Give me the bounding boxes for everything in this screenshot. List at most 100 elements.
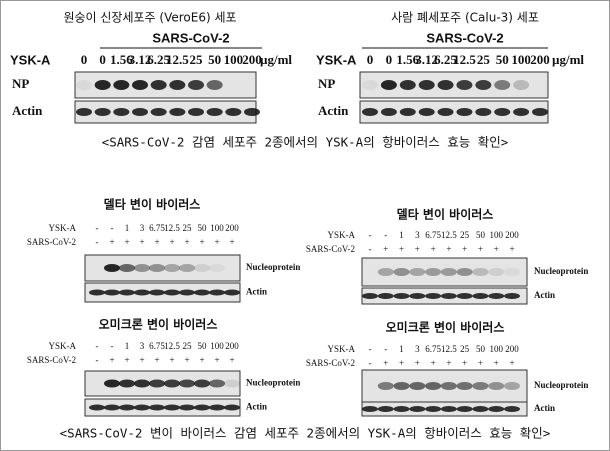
row-label: YSK-A: [48, 341, 76, 351]
dose-label: 12.5: [453, 52, 476, 67]
unit-label: µg/ml: [260, 52, 292, 67]
band: [504, 406, 520, 412]
band: [380, 80, 397, 90]
band: [169, 108, 186, 116]
band: [134, 264, 150, 272]
lane-label: +: [399, 358, 404, 368]
band: [194, 404, 210, 411]
band: [194, 264, 210, 272]
band: [532, 108, 548, 116]
lane-label: 25: [460, 344, 470, 354]
band: [169, 80, 186, 90]
blot-label: NP: [318, 76, 335, 91]
band: [437, 108, 454, 116]
band: [134, 289, 150, 296]
dose-label: 6.25: [434, 52, 457, 67]
band: [206, 80, 223, 90]
lane-label: -: [384, 344, 387, 354]
lane-label: 12.5: [441, 344, 457, 354]
treatment-label: YSK-A: [10, 52, 51, 67]
band: [425, 382, 442, 390]
blot-label: NP: [12, 76, 29, 91]
panel-title: 델타 변이 바이러스: [397, 207, 494, 222]
band: [472, 406, 489, 412]
band: [104, 289, 120, 296]
band: [104, 264, 120, 272]
row-label: SARS-CoV-2: [306, 358, 355, 368]
blot-label: Actin: [318, 103, 349, 118]
lane-label: -: [96, 355, 99, 365]
lane-label: +: [214, 237, 219, 247]
band: [409, 268, 426, 276]
blot-label: Actin: [246, 402, 267, 412]
band: [149, 289, 165, 296]
caption: <SARS-CoV-2 감염 세포주 2종에서의 YSK-A의 항바이러스 효능…: [102, 135, 509, 150]
lane-label: 50: [198, 223, 208, 233]
band: [150, 108, 167, 116]
band: [150, 80, 167, 90]
band: [209, 404, 225, 411]
caption: <SARS-CoV-2 변이 바이러스 감염 세포주 2종에서의 YSK-A의 …: [60, 426, 551, 441]
band: [456, 80, 473, 90]
band: [164, 404, 180, 411]
lane-label: +: [214, 355, 219, 365]
band: [209, 379, 225, 388]
blot-label: Nucleoprotein: [534, 380, 588, 390]
band: [209, 289, 225, 296]
lane-label: 3: [140, 341, 145, 351]
band: [164, 289, 180, 296]
band: [488, 382, 505, 390]
band: [377, 268, 394, 276]
lane-label: +: [124, 355, 129, 365]
band: [494, 108, 511, 116]
lane-label: +: [431, 358, 436, 368]
band: [472, 382, 489, 390]
band: [89, 404, 105, 411]
lane-label: -: [96, 341, 99, 351]
band: [425, 268, 442, 276]
lane-label: -: [111, 341, 114, 351]
band: [393, 293, 410, 299]
band: [377, 293, 394, 299]
dose-label: 50: [208, 52, 221, 67]
lane-label: -: [111, 223, 114, 233]
band: [362, 108, 378, 116]
lane-label: 6.75: [425, 230, 441, 240]
band: [94, 108, 111, 116]
lane-label: +: [478, 244, 483, 254]
band: [89, 289, 105, 296]
band: [504, 293, 520, 299]
band: [440, 382, 457, 390]
band: [164, 264, 180, 272]
lane-label: +: [184, 355, 189, 365]
lane-label: -: [369, 244, 372, 254]
dose-label: 200: [530, 52, 550, 67]
dose-label: 12.5: [166, 52, 189, 67]
band: [418, 80, 435, 90]
band: [472, 293, 489, 299]
row-label: YSK-A: [327, 230, 355, 240]
band: [119, 379, 135, 388]
lane-label: -: [96, 237, 99, 247]
row-label: SARS-CoV-2: [27, 237, 76, 247]
band: [456, 382, 473, 390]
virus-label: SARS-CoV-2: [152, 30, 229, 45]
lane-label: +: [399, 244, 404, 254]
band: [134, 379, 150, 388]
dose-label: 1.56: [110, 52, 133, 67]
lane-label: 12.5: [164, 223, 180, 233]
lane-label: 100: [210, 341, 224, 351]
band: [377, 382, 394, 390]
band: [132, 108, 148, 116]
dose-label: 1.56: [396, 52, 419, 67]
lane-label: -: [369, 358, 372, 368]
blot-label: Actin: [534, 290, 555, 300]
band: [393, 382, 410, 390]
lane-label: +: [124, 237, 129, 247]
virus-label: SARS-CoV-2: [426, 30, 503, 45]
band: [113, 108, 130, 116]
lane-label: 25: [183, 223, 193, 233]
lane-label: +: [199, 237, 204, 247]
dose-label: 25: [190, 52, 204, 67]
band: [244, 108, 260, 116]
